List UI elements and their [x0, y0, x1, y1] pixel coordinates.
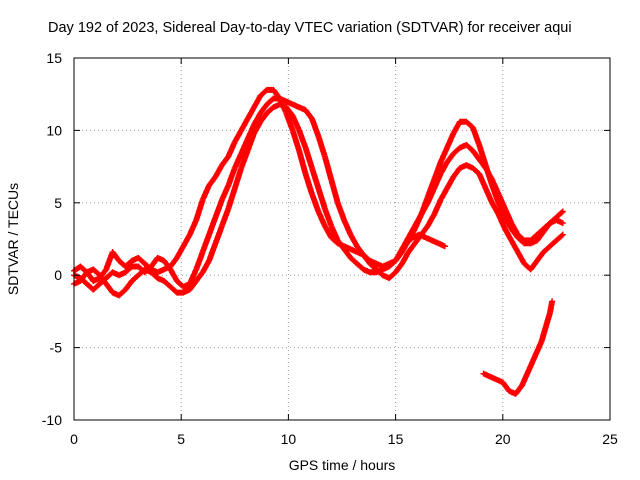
y-tick-label: -5 — [50, 340, 63, 356]
x-tick-label: 25 — [602, 431, 618, 447]
data-points — [71, 86, 566, 397]
y-tick-label: 15 — [46, 50, 62, 66]
y-tick-label: 0 — [54, 267, 62, 283]
axis-ticks — [73, 57, 611, 421]
series-trail — [481, 299, 555, 397]
plot-frame — [73, 57, 611, 421]
series-track-2 — [71, 95, 566, 293]
y-tick-label: -10 — [42, 412, 62, 428]
x-tick-label: 15 — [388, 431, 404, 447]
series-track-4 — [480, 298, 556, 397]
series-trail — [72, 95, 565, 292]
y-tick-label: 10 — [46, 122, 62, 138]
x-tick-label: 0 — [70, 431, 78, 447]
chart-title: Day 192 of 2023, Sidereal Day-to-day VTE… — [48, 20, 572, 36]
x-tick-label: 5 — [177, 431, 185, 447]
x-tick-label: 20 — [495, 431, 511, 447]
y-axis-label: SDTVAR / TECUs — [5, 183, 21, 295]
x-tick-label: 10 — [281, 431, 297, 447]
x-tick-labels: 0 5 10 15 20 25 — [70, 431, 618, 447]
series-trail — [404, 232, 447, 249]
y-tick-label: 5 — [54, 195, 62, 211]
y-tick-labels: -10 -5 0 5 10 15 — [42, 50, 62, 428]
series-track-3 — [71, 101, 566, 299]
series-trail — [72, 101, 565, 298]
series-track-5 — [403, 231, 448, 250]
x-axis-label: GPS time / hours — [289, 457, 396, 473]
